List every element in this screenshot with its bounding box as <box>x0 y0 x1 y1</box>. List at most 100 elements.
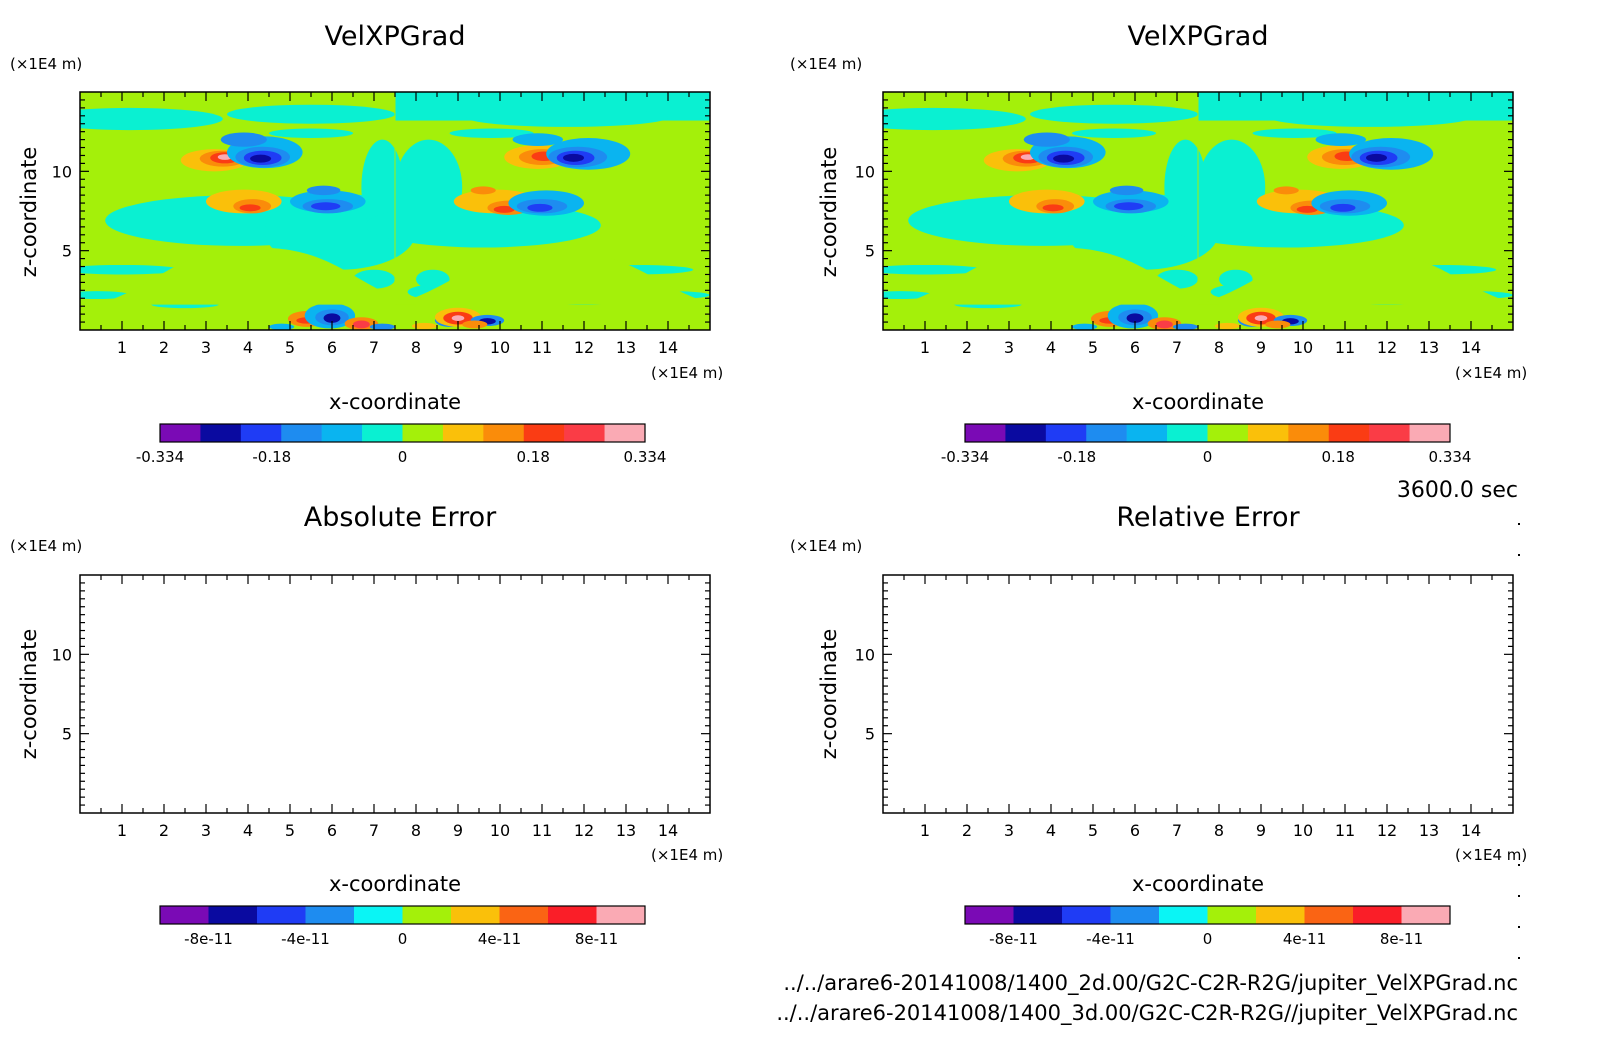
panel-title: Relative Error <box>1116 502 1300 533</box>
field-contour <box>306 185 341 196</box>
dot-mark <box>1518 926 1520 928</box>
colorbar-swatch <box>965 906 1014 924</box>
field-contour <box>1164 139 1207 235</box>
panel-velxpgrad-left: VelXPGrad (×1E4 m) 1 2 3 4 5 6 7 8 9 10 11 12 13 1451… <box>10 21 723 466</box>
x-tick-label: 3 <box>201 821 211 840</box>
y-tick-label: 5 <box>865 242 875 261</box>
field-contour <box>269 323 295 330</box>
y-unit-label: (×1E4 m) <box>790 537 862 555</box>
colorbar-swatch <box>1062 906 1111 924</box>
colorbar-tick-label: 0 <box>1203 930 1213 948</box>
colorbar-tick-label: 4e-11 <box>1283 930 1326 948</box>
field-contour <box>395 139 463 235</box>
field-contour <box>1023 132 1070 147</box>
field-contour <box>239 204 261 212</box>
x-tick-label: 7 <box>1172 338 1182 357</box>
colorbar-swatch <box>1045 424 1087 442</box>
colorbar-tick-label: 8e-11 <box>575 930 618 948</box>
plot-frame <box>882 574 1514 814</box>
x-tick-label: 5 <box>1088 821 1098 840</box>
x-tick-label: 13 <box>1419 821 1439 840</box>
colorbar-swatch <box>1401 906 1451 924</box>
colorbar: -0.334 -0.18 0 0.18 0.334 <box>941 423 1471 466</box>
field-contour <box>466 107 668 127</box>
colorbar-tick-label: 0.18 <box>516 448 549 466</box>
field-contour <box>1315 133 1367 146</box>
field-contour <box>1042 204 1064 212</box>
colorbar-swatch <box>1288 424 1330 442</box>
colorbar-tick-label: -0.334 <box>941 448 989 466</box>
field-contour <box>470 186 496 195</box>
field-contour <box>1114 202 1144 211</box>
dot-mark <box>1518 864 1520 866</box>
colorbar-swatch <box>1207 424 1249 442</box>
field-contour <box>96 247 417 305</box>
field-contour <box>1126 313 1144 323</box>
file-path-3d: ../../arare6-20141008/1400_3d.00/G2C-C2R… <box>776 1001 1518 1026</box>
colorbar-swatch <box>1256 906 1305 924</box>
colorbar-swatch <box>548 906 597 924</box>
colorbar-swatch <box>965 424 1006 442</box>
colorbar-swatch <box>1247 424 1289 442</box>
x-tick-label: 3 <box>201 338 211 357</box>
colorbar-swatch <box>362 424 403 442</box>
x-tick-label: 1 <box>117 338 127 357</box>
colorbar-tick-label: -0.334 <box>136 448 184 466</box>
colorbar-swatch <box>564 424 605 442</box>
x-tick-label: 11 <box>1335 338 1355 357</box>
colorbar-tick-label: 0 <box>1203 448 1213 466</box>
colorbar-tick-label: -0.18 <box>252 448 291 466</box>
field-contour <box>1156 320 1173 329</box>
x-tick-label: 5 <box>1088 338 1098 357</box>
colorbar-swatch <box>208 906 258 924</box>
x-tick-label: 10 <box>490 821 510 840</box>
x-tick-label: 9 <box>453 821 463 840</box>
x-tick-label: 3 <box>1004 338 1014 357</box>
x-axis-title: x-coordinate <box>329 390 461 414</box>
x-axis-title: x-coordinate <box>329 872 461 896</box>
colorbar-swatch <box>1328 424 1370 442</box>
x-tick-label: 9 <box>1256 338 1266 357</box>
field-contour <box>1296 205 1318 213</box>
x-tick-label: 8 <box>1214 821 1224 840</box>
colorbar-tick-label: -4e-11 <box>1086 930 1135 948</box>
x-tick-label: 12 <box>574 821 594 840</box>
heatmap-field <box>883 92 1513 330</box>
colorbar-swatch <box>160 906 209 924</box>
x-tick-label: 9 <box>1256 821 1266 840</box>
colorbar-swatch <box>281 424 322 442</box>
colorbar-swatch <box>1013 906 1063 924</box>
colorbar-swatch <box>1167 424 1208 442</box>
field-contour <box>1273 186 1299 195</box>
colorbar-tick-label: -8e-11 <box>184 930 233 948</box>
panel-title: VelXPGrad <box>325 21 466 52</box>
x-tick-label: 2 <box>159 338 169 357</box>
colorbar-tick-label: 0.18 <box>1321 448 1354 466</box>
x-tick-label: 4 <box>1046 821 1056 840</box>
field-contour <box>1254 315 1268 321</box>
colorbar-swatch <box>1207 906 1257 924</box>
field-contour <box>899 247 1219 305</box>
x-tick-label: 8 <box>1214 338 1224 357</box>
y-axis-title: z-coordinate <box>17 629 41 760</box>
x-tick-label: 1 <box>920 338 930 357</box>
field-contour <box>1252 128 1337 139</box>
colorbar: -0.334 -0.18 0 0.18 0.334 <box>136 423 666 466</box>
x-tick-label: 5 <box>285 821 295 840</box>
field-contour <box>323 313 341 323</box>
x-tick-label: 12 <box>574 338 594 357</box>
field-contour <box>1072 128 1156 139</box>
dot-mark <box>1518 523 1520 525</box>
field-contour <box>80 291 131 300</box>
field-contour <box>1366 153 1387 162</box>
colorbar-swatch <box>257 906 306 924</box>
field-contour <box>451 315 465 321</box>
panel-title: VelXPGrad <box>1128 21 1269 52</box>
colorbar-frame <box>964 423 1451 443</box>
field-contour <box>416 269 450 289</box>
x-unit-label: (×1E4 m) <box>1455 846 1527 864</box>
field-contour <box>1330 203 1356 212</box>
